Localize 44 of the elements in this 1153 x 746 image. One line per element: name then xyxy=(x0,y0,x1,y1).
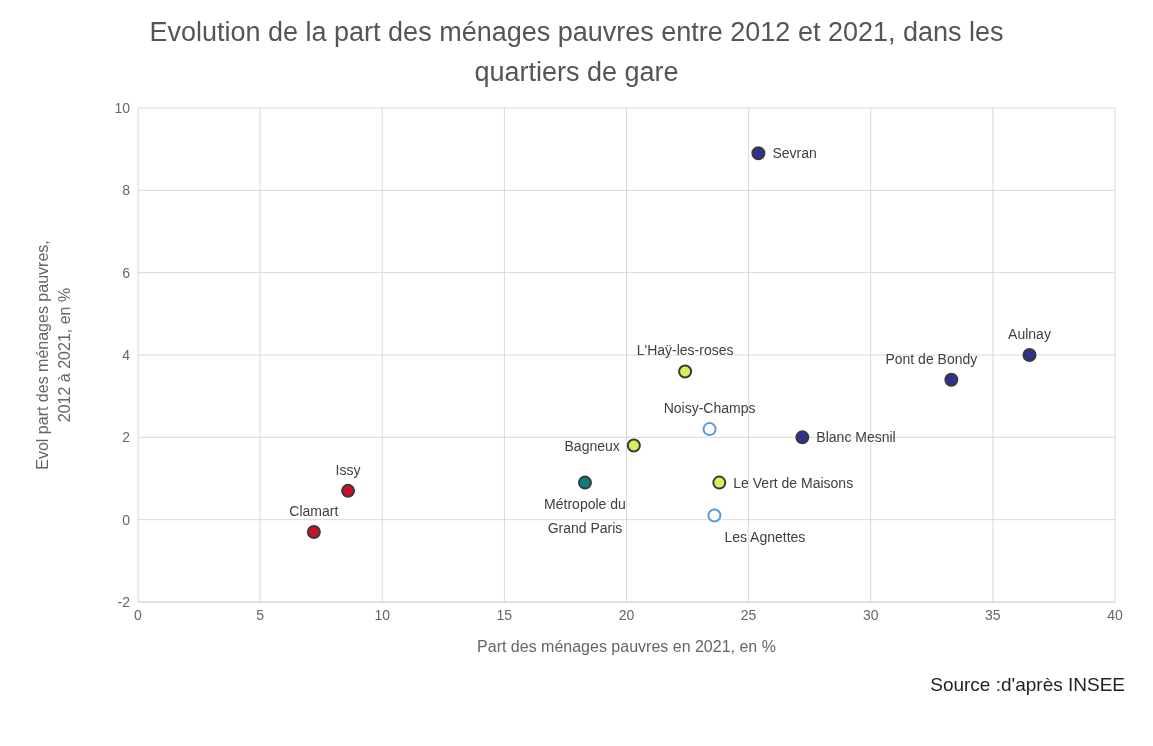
annotation: Sevran xyxy=(772,145,817,162)
point xyxy=(341,483,356,498)
point xyxy=(707,508,722,523)
point xyxy=(1022,348,1037,362)
y-tick-label: 6 xyxy=(122,264,131,281)
annotation: Clamart xyxy=(289,503,339,520)
annotation: Noisy-Champs xyxy=(663,400,756,417)
point xyxy=(751,146,766,161)
point xyxy=(795,430,810,445)
x-tick-label: 30 xyxy=(862,606,879,623)
annotation: Blanc Mesnil xyxy=(816,429,896,446)
x-tick-label: 20 xyxy=(618,606,635,623)
annotation: Métropole du Grand Paris xyxy=(544,495,626,536)
annotation: Issy xyxy=(335,461,361,478)
annotation: Les Agnettes xyxy=(724,528,806,545)
chart-title: Evolution de la part des ménages pauvres entre 2012 et 2021, dans les quartiers de gare xyxy=(148,16,1005,89)
y-tick-label: -2 xyxy=(117,593,131,610)
y-tick-label: 0 xyxy=(122,511,131,528)
y-tick-label: 8 xyxy=(122,182,131,199)
point xyxy=(944,372,959,387)
point xyxy=(678,364,693,379)
x-tick-label: 40 xyxy=(1107,606,1123,623)
x-tick-label: 35 xyxy=(985,606,1001,623)
source-note: Source :d'après INSEE xyxy=(929,674,1126,696)
y-tick-label: 10 xyxy=(114,99,131,116)
annotation: Aulnay xyxy=(1008,326,1051,342)
x-tick-label: 25 xyxy=(740,606,757,623)
annotation: Le Vert de Maisons xyxy=(733,474,854,491)
point xyxy=(702,422,717,437)
y-tick-label: 4 xyxy=(122,346,131,363)
x-tick-label: 5 xyxy=(256,606,265,623)
point xyxy=(306,525,321,540)
y-axis-title: Evol part des ménages pauvres, 2012 à 2021, en % xyxy=(34,240,73,470)
annotation: L'Haÿ-les-roses xyxy=(636,342,734,359)
point xyxy=(577,475,592,490)
point xyxy=(712,475,727,490)
y-tick-label: 2 xyxy=(122,429,131,446)
x-tick-label: 0 xyxy=(134,606,143,623)
annotation: Bagneux xyxy=(564,437,620,454)
point xyxy=(626,438,641,453)
x-tick-label: 15 xyxy=(496,606,513,623)
x-axis-title: Part des ménages pauvres en 2021, en % xyxy=(477,638,776,655)
annotation: Pont de Bondy xyxy=(885,350,978,367)
x-tick-label: 10 xyxy=(374,606,391,623)
